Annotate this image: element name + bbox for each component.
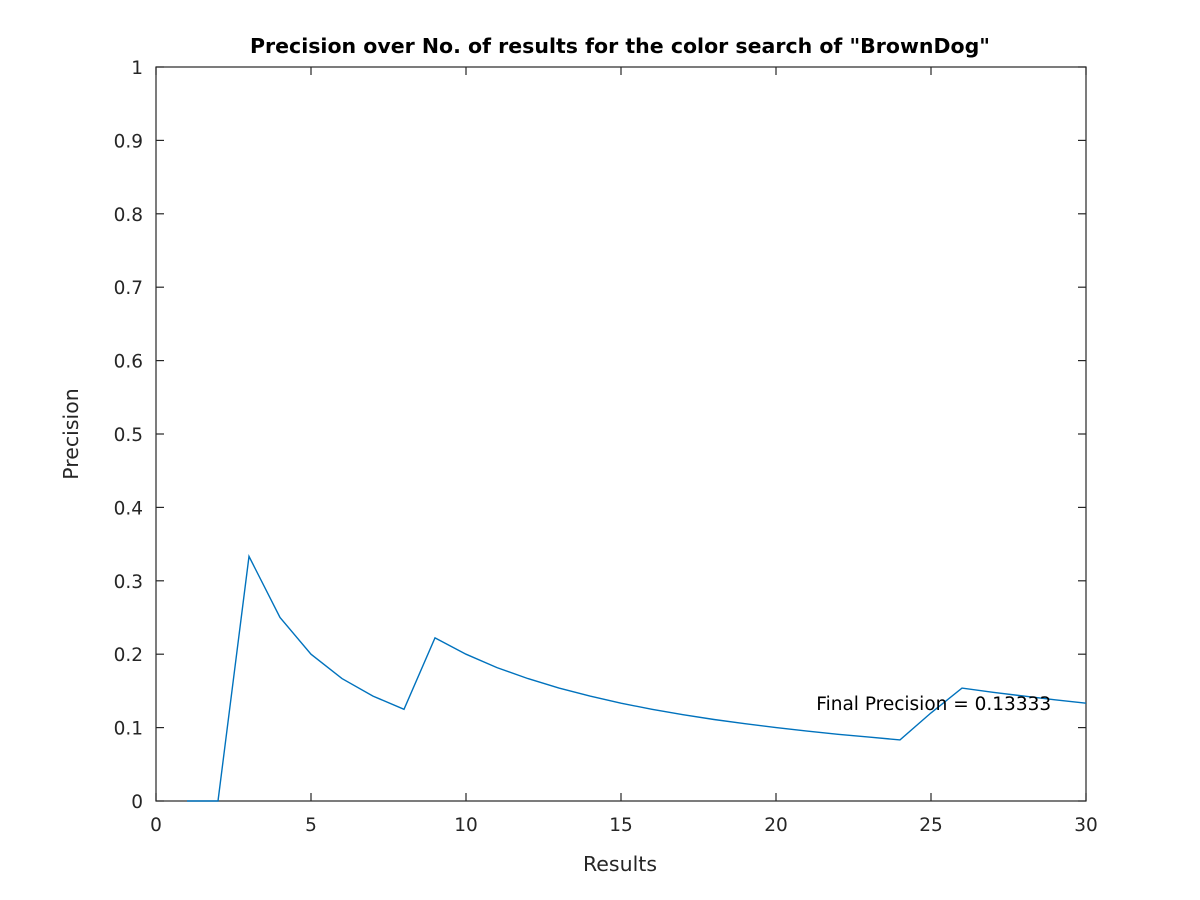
x-tick-label: 30 [1074,815,1098,836]
y-tick-label: 0.3 [114,572,143,593]
y-tick-label: 0.5 [114,425,143,446]
y-tick-label: 0.9 [114,131,143,152]
x-tick-label: 10 [454,815,478,836]
y-tick-label: 1 [131,58,143,79]
y-tick-label: 0.6 [114,352,143,373]
x-tick-label: 15 [609,815,633,836]
y-tick-label: 0.8 [114,205,143,226]
x-tick-label: 20 [764,815,788,836]
x-axis-label: Results [583,852,657,876]
series-line-precision [187,554,1087,802]
y-tick-label: 0.4 [114,498,143,519]
final-precision-annotation: Final Precision = 0.13333 [816,694,1051,715]
plot-area: 0 5 10 15 20 25 30 0 0.1 0.2 0.3 0.4 0.5 0.6 0.7 0.8 0.9… [114,58,1098,836]
x-tick-label: 0 [150,815,162,836]
x-tick-label: 25 [919,815,943,836]
y-axis-label: Precision [59,388,83,479]
y-tick-label: 0.2 [114,645,143,666]
y-tick-label: 0.1 [114,719,143,740]
y-tick-label: 0.7 [114,278,143,299]
y-tick-label: 0 [131,792,143,813]
x-tick-label: 5 [305,815,317,836]
chart-title: Precision over No. of results for the co… [250,34,990,58]
